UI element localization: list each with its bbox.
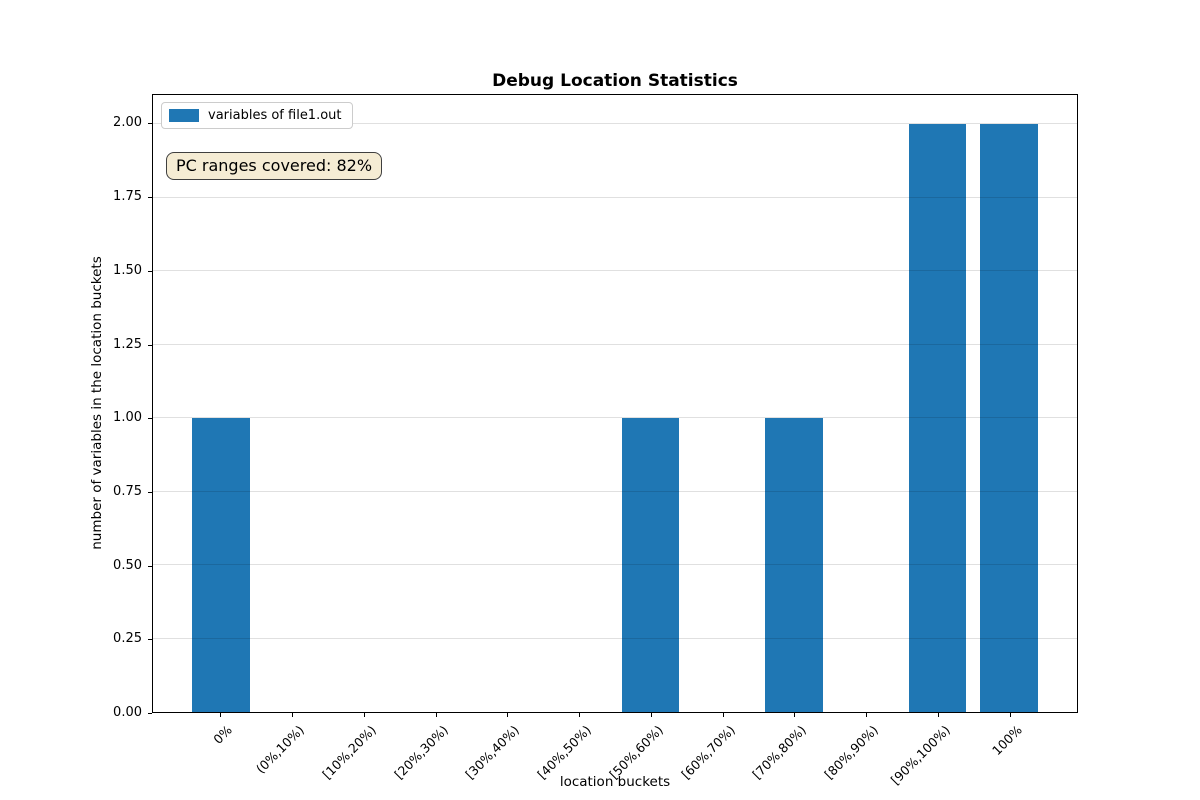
x-tick-label: [60%,70%) [678, 722, 738, 782]
x-tick-label: 100% [989, 722, 1025, 759]
y-tick-mark [148, 492, 152, 493]
y-tick-mark [148, 639, 152, 640]
legend: variables of file1.out [161, 102, 353, 129]
y-tick-label: 2.00 [113, 115, 142, 130]
x-tick-mark [292, 713, 293, 717]
y-tick-mark [148, 197, 152, 198]
x-tick-label: [20%,30%) [391, 722, 451, 782]
legend-label: variables of file1.out [208, 108, 342, 123]
y-tick-mark [148, 345, 152, 346]
x-tick-label: [80%,90%) [821, 722, 881, 782]
x-tick-mark [507, 713, 508, 717]
y-axis-label: number of variables in the location buck… [89, 256, 105, 550]
x-tick-label: [70%,80%) [749, 722, 809, 782]
x-tick-mark [651, 713, 652, 717]
y-tick-label: 0.75 [113, 484, 142, 499]
x-tick-label: (0%,10%) [252, 722, 307, 777]
y-tick-mark [148, 713, 152, 714]
y-tick-mark [148, 566, 152, 567]
x-tick-mark [220, 713, 221, 717]
chart-title: Debug Location Statistics [492, 71, 738, 91]
y-tick-label: 1.25 [113, 337, 142, 352]
x-tick-mark [866, 713, 867, 717]
y-tick-mark [148, 271, 152, 272]
x-axis-label: location buckets [559, 774, 671, 790]
y-tick-label: 0.00 [113, 705, 142, 720]
y-tick-mark [148, 123, 152, 124]
y-tick-label: 0.50 [113, 558, 142, 573]
legend-swatch [169, 109, 199, 122]
x-tick-mark [436, 713, 437, 717]
y-tick-label: 1.50 [113, 263, 142, 278]
bar [980, 124, 1038, 712]
x-tick-mark [938, 713, 939, 717]
x-tick-label: [50%,60%) [606, 722, 666, 782]
x-tick-label: [30%,40%) [462, 722, 522, 782]
y-tick-label: 1.75 [113, 189, 142, 204]
x-tick-mark [723, 713, 724, 717]
x-tick-label: [40%,50%) [534, 722, 594, 782]
bar [622, 418, 680, 712]
y-tick-label: 0.25 [113, 631, 142, 646]
plot-area: variables of file1.out PC ranges covered… [152, 94, 1078, 713]
bar [192, 418, 250, 712]
bar [908, 124, 966, 712]
x-tick-label: 0% [210, 722, 235, 747]
x-tick-mark [579, 713, 580, 717]
y-tick-label: 1.00 [113, 410, 142, 425]
x-tick-mark [364, 713, 365, 717]
x-tick-label: [10%,20%) [319, 722, 379, 782]
bar [765, 418, 823, 712]
y-tick-mark [148, 418, 152, 419]
annotation-pc-ranges-covered: PC ranges covered: 82% [166, 152, 383, 180]
x-tick-mark [794, 713, 795, 717]
x-tick-mark [1010, 713, 1011, 717]
